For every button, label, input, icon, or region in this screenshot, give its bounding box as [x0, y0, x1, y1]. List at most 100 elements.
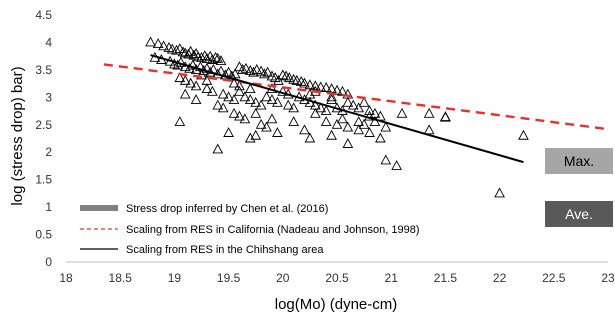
y-tick-label: 4.5 — [35, 8, 52, 22]
data-point-triangle — [315, 81, 327, 92]
data-point-triangle — [380, 121, 392, 132]
data-point-triangle — [337, 113, 348, 124]
max-box-bg — [545, 148, 613, 174]
data-point-triangle — [342, 96, 354, 107]
data-point-triangle — [261, 91, 272, 102]
data-point-triangle — [273, 74, 284, 85]
data-point-triangle — [201, 52, 213, 63]
data-point-triangle — [250, 129, 262, 140]
data-point-triangle — [228, 107, 240, 118]
data-point-triangle — [229, 68, 241, 79]
data-point-triangle — [237, 63, 249, 74]
ave-box-label: Ave. — [565, 206, 593, 222]
data-point-triangle — [266, 94, 278, 105]
data-point-triangle — [440, 111, 451, 122]
data-point-triangle — [380, 154, 392, 165]
data-point-triangle — [347, 99, 359, 110]
x-tick-label: 20 — [276, 271, 290, 285]
data-point-triangle — [217, 88, 229, 99]
data-point-triangle — [288, 73, 299, 84]
data-point-triangle — [234, 80, 245, 91]
data-point-triangle — [299, 124, 310, 135]
data-point-triangle — [228, 77, 240, 88]
data-point-triangle — [239, 91, 251, 102]
data-point-triangle — [190, 80, 202, 91]
data-point-triangle — [184, 62, 195, 73]
max-box-label: Max. — [564, 153, 594, 169]
data-point-triangle — [201, 62, 213, 73]
data-point-triangle — [272, 127, 283, 137]
data-point-triangle — [272, 96, 283, 107]
data-point-triangle — [248, 66, 259, 77]
y-tick-label: 1.5 — [35, 173, 52, 187]
data-point-triangle — [223, 91, 234, 102]
data-point-triangle — [223, 66, 234, 77]
data-point-triangle — [239, 113, 251, 124]
x-tick-label: 21.5 — [434, 271, 458, 285]
ave-box-bg — [545, 201, 613, 227]
scaling-lines — [103, 54, 609, 164]
data-point-triangle — [369, 116, 381, 126]
data-point-triangle — [353, 124, 365, 135]
data-point-triangle — [423, 107, 435, 118]
x-tick-label: 22 — [493, 271, 507, 285]
data-point-triangle — [177, 46, 189, 57]
data-point-triangle — [250, 96, 262, 107]
data-point-triangle — [283, 72, 295, 83]
data-point-triangle — [244, 83, 256, 94]
data-point-triangle — [212, 99, 224, 110]
data-point-triangle — [315, 102, 327, 113]
max-box: Max. — [545, 148, 613, 174]
data-point-triangle — [187, 59, 199, 70]
data-point-triangle — [234, 110, 245, 121]
data-point-triangle — [174, 116, 186, 126]
data-point-triangle — [304, 132, 316, 143]
data-point-triangle — [277, 69, 289, 80]
data-point-triangle — [259, 68, 270, 79]
data-point-triangle — [309, 107, 321, 118]
data-point-triangle — [326, 129, 337, 140]
y-tick-label: 2 — [45, 145, 52, 159]
data-point-triangle — [266, 113, 278, 124]
data-point-triangle — [309, 80, 321, 91]
data-point-triangle — [179, 74, 191, 85]
data-point-triangle — [188, 49, 200, 60]
x-axis-title: log(Mo) (dyne-cm) — [275, 296, 398, 313]
data-point-triangle — [358, 96, 370, 107]
data-point-triangle — [250, 107, 262, 118]
x-tick-label: 19 — [168, 271, 182, 285]
data-point-triangle — [185, 77, 197, 88]
data-point-triangle — [234, 85, 245, 96]
data-point-triangle — [304, 88, 316, 99]
data-point-triangle — [251, 63, 263, 74]
data-point-triangle — [320, 105, 332, 116]
data-point-triangle — [494, 187, 505, 198]
data-point-triangle — [174, 72, 186, 83]
legend-label-california: Scaling from RES in California (Nadeau a… — [126, 224, 420, 236]
y-tick-label: 4 — [45, 35, 52, 49]
x-tick-label: 18.5 — [109, 271, 133, 285]
data-point-triangle — [364, 110, 375, 121]
x-tick-label: 23 — [601, 271, 615, 285]
data-point-triangle — [175, 56, 187, 67]
data-point-triangle — [183, 48, 194, 59]
data-point-triangle — [326, 91, 337, 102]
data-point-triangle — [375, 132, 386, 143]
data-point-triangle — [217, 102, 229, 113]
data-point-triangle — [423, 124, 435, 135]
data-point-triangle — [228, 94, 240, 105]
data-point-triangle — [172, 59, 184, 70]
y-tick-label: 3 — [45, 90, 52, 104]
data-point-triangle — [192, 51, 204, 62]
data-point-triangle — [199, 50, 211, 61]
data-point-triangle — [145, 36, 156, 47]
data-point-triangle — [223, 127, 234, 137]
y-tick-label: 0 — [45, 255, 52, 269]
legend-label-chihshang: Scaling from RES in the Chihshang area — [126, 244, 324, 256]
y-tick-labels: 0 0.5 1 1.5 2 2.5 3 3.5 4 4.5 — [35, 8, 52, 269]
y-axis-title: log (stress drop) bar) — [9, 66, 26, 205]
data-point-triangle — [288, 116, 299, 126]
data-point-triangle — [364, 105, 375, 116]
data-point-triangle — [169, 58, 180, 69]
